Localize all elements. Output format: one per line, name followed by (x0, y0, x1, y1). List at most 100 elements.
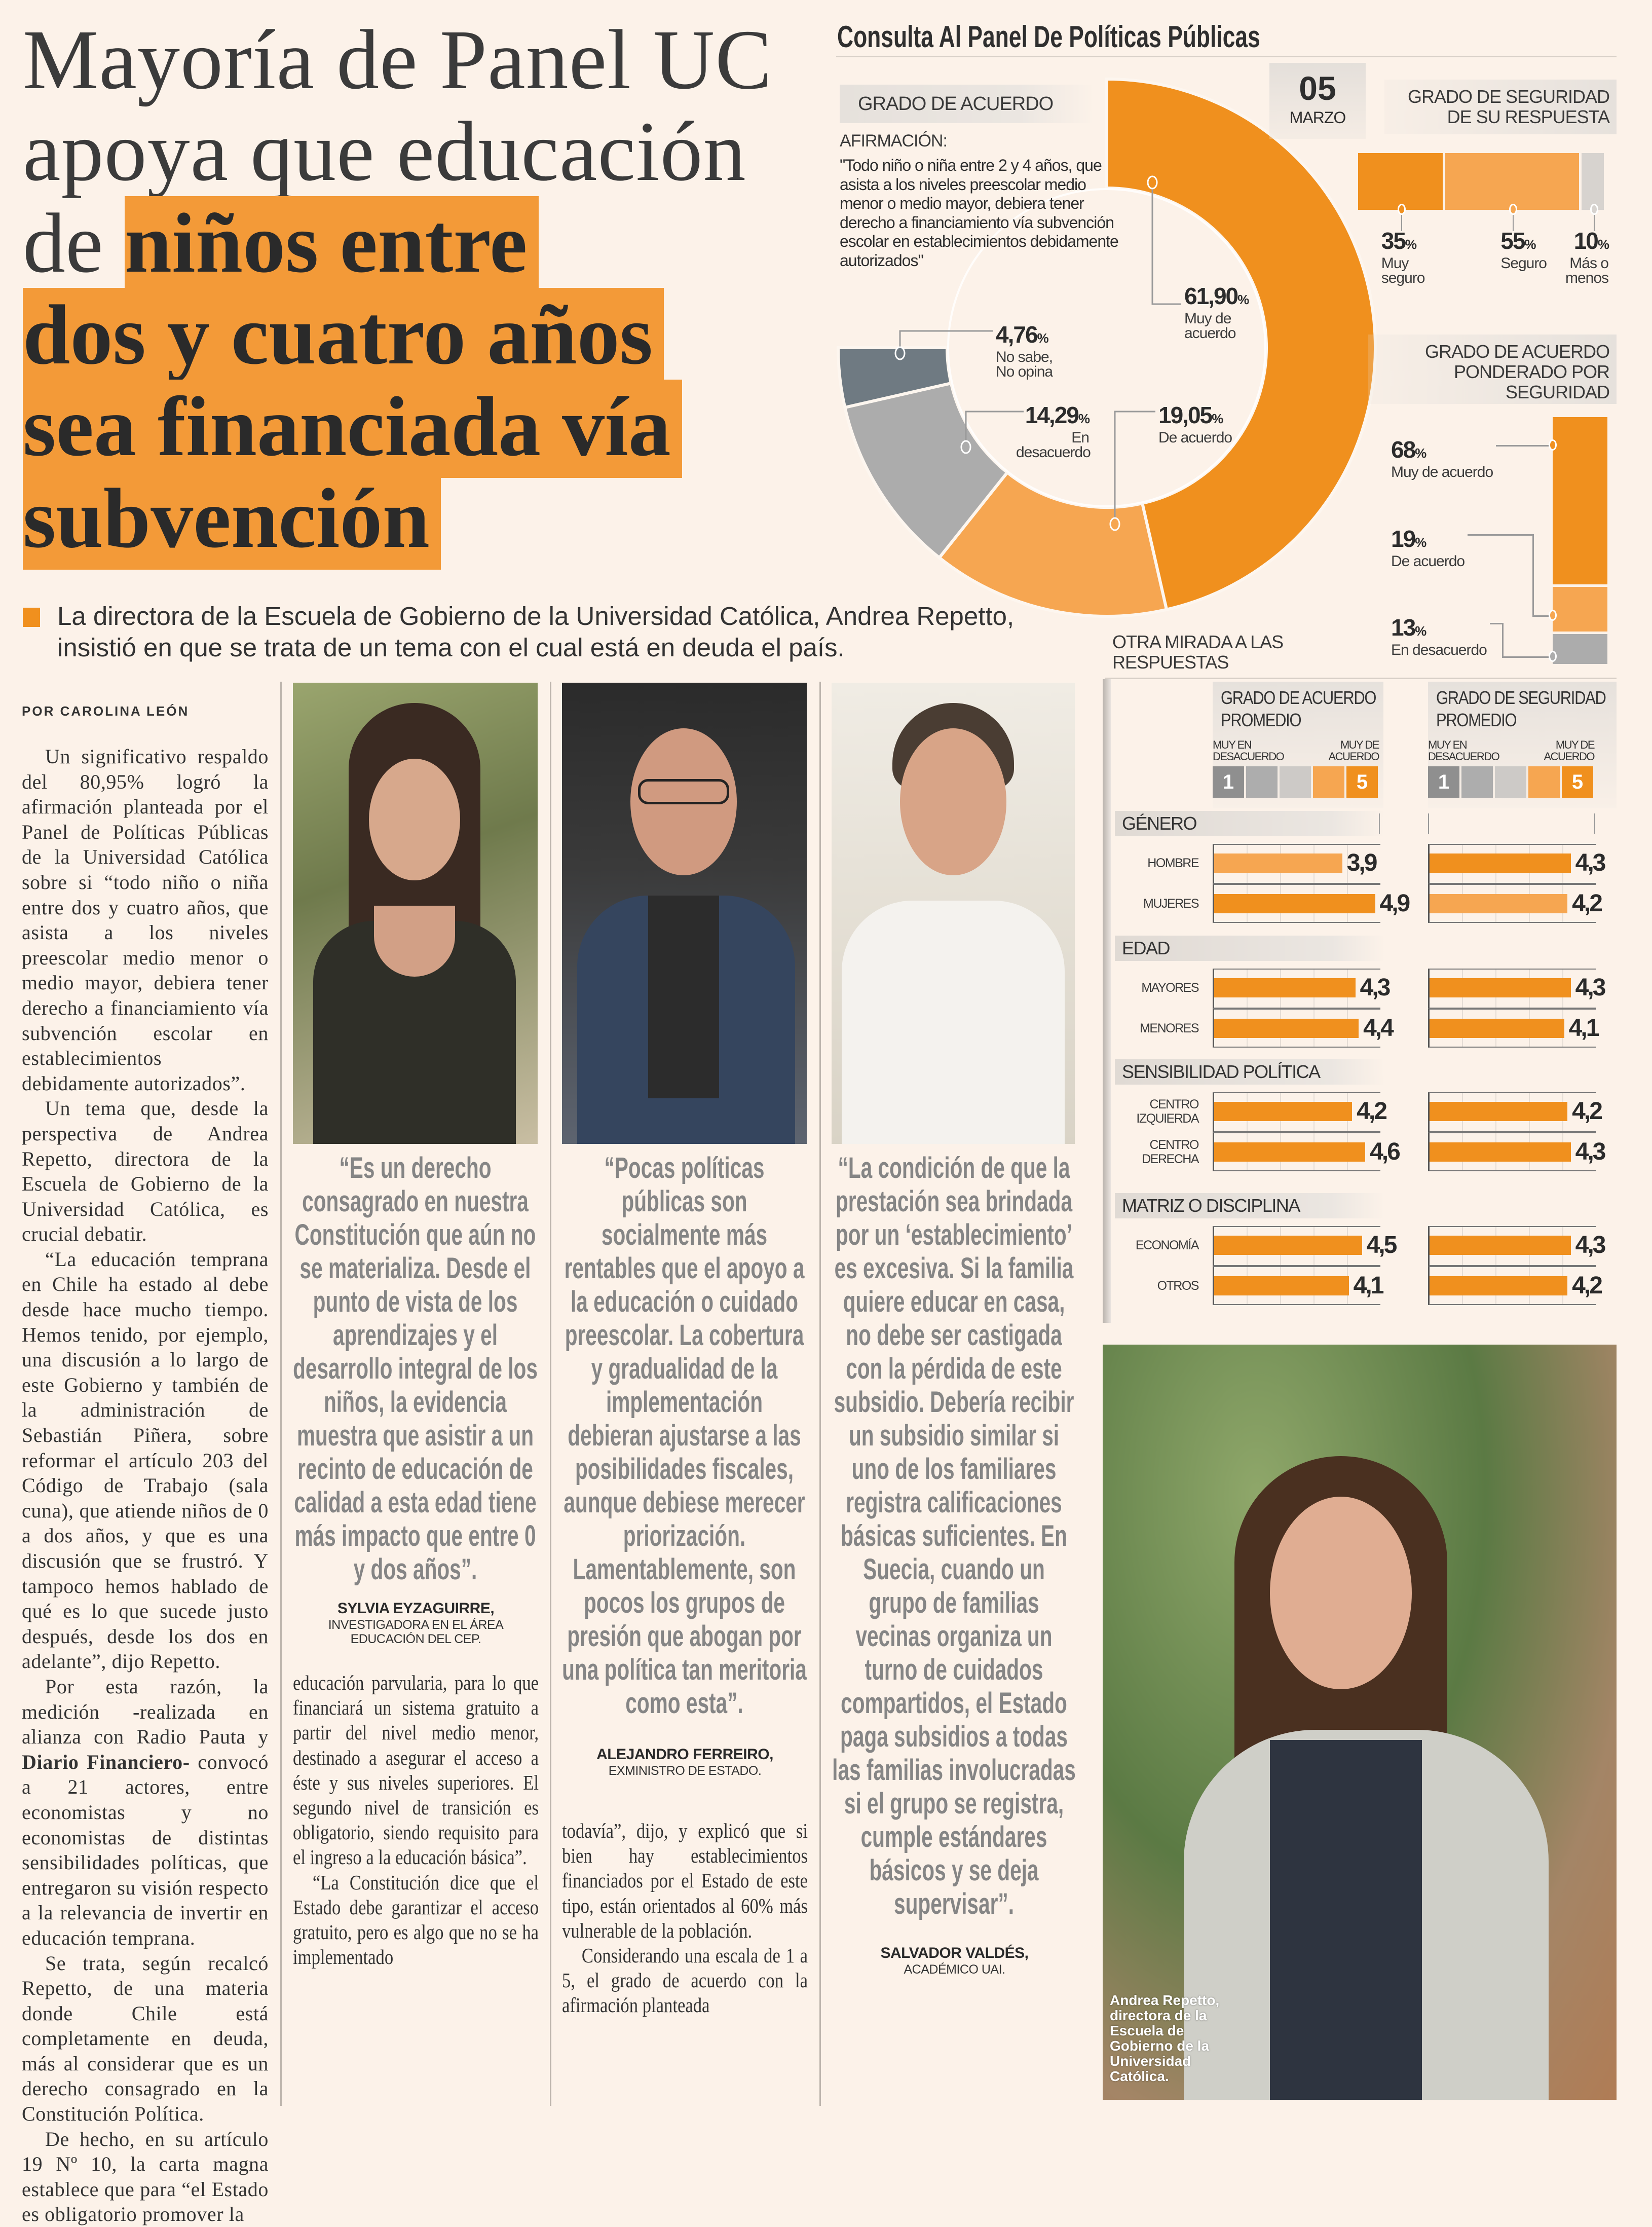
percent-sign: % (1597, 237, 1609, 252)
headline-line-6: subvención (23, 471, 441, 570)
bar-value: 3,9 (1346, 849, 1378, 876)
donut-label: 61,90% Muy de acuerdo (1184, 284, 1260, 341)
scale-step-1: 1 (1428, 766, 1459, 798)
paragraph: Considerando una escala de 1 a 5, el gra… (562, 1944, 808, 2017)
scale-step-4 (1528, 766, 1560, 798)
quote-column-1: “Es un derecho consagrado en nuestra Con… (293, 1152, 539, 1970)
quote-text: “La condición de que la prestación sea b… (832, 1152, 1076, 1920)
weighted-segment-2 (1553, 586, 1607, 632)
percent-sign: % (1524, 237, 1536, 252)
bar-mayores (1430, 978, 1571, 997)
bar-value: 4,5 (1366, 1232, 1398, 1258)
weighted-segment-3 (1553, 634, 1607, 664)
bar-mujeres (1430, 894, 1568, 913)
leader-dot (1549, 610, 1557, 621)
leader-line (1513, 210, 1514, 231)
headline-highlight: niños entre (124, 196, 539, 294)
scale-high-label: MUY DE ACUERDO (1328, 738, 1379, 763)
column-divider (550, 682, 551, 2106)
section-side-bar (1103, 679, 1111, 1323)
bar-value: 4,3 (1575, 1232, 1606, 1258)
panel-title: GRADO DE ACUERDO PROMEDIO (1221, 687, 1377, 731)
leader-line (1114, 411, 1155, 524)
percent-sign: % (1415, 535, 1426, 550)
quote-author-role: INVESTIGADORA EN EL ÁREA EDUCACIÓN DEL C… (328, 1618, 504, 1646)
paragraph: Se trata, según recalcó Repetto, de una … (22, 1951, 269, 2126)
newspaper-name: Diario Financiero (22, 1750, 183, 1773)
paragraph: Por esta razón, la medición -realizada e… (22, 1674, 269, 1951)
leader-line (965, 411, 1024, 447)
scale-high-label: MUY DE ACUERDO (1544, 738, 1595, 763)
percent-sign: % (1405, 237, 1417, 252)
weighted-value: 13% (1391, 616, 1487, 643)
bar-value: 4,2 (1357, 1098, 1387, 1125)
date-box: 05 MARZO (1269, 63, 1366, 139)
bar-centro-izquierda (1430, 1102, 1568, 1121)
certainty-segment-3 (1582, 153, 1604, 210)
leader-dot (1147, 175, 1158, 190)
weighted-label: 19% De acuerdo (1391, 527, 1468, 569)
quote-author-name: SALVADOR VALDÉS, (880, 1945, 1029, 1961)
bar-value: 4,2 (1572, 890, 1603, 917)
bar-otros (1430, 1276, 1568, 1295)
weighted-value: 68% (1391, 438, 1493, 465)
certainty-category: Seguro (1500, 255, 1547, 272)
certainty-value: 10% (1558, 229, 1609, 256)
date-month: MARZO (1289, 108, 1346, 127)
photo-caption: Andrea Repetto, directora de la Escuela … (1110, 1992, 1220, 2084)
headline-line-1: Mayoría de Panel UC (23, 13, 773, 107)
scale-step-3 (1280, 766, 1311, 798)
paragraph: “La Constitución dice que el Estado debe… (293, 1870, 539, 1969)
weighted-label: 13% En desacuerdo (1391, 616, 1490, 658)
bar-menores (1214, 1019, 1359, 1038)
scale-step-2 (1246, 766, 1278, 798)
leader-dot (1109, 517, 1120, 531)
byline: POR CAROLINA LEÓN (22, 703, 190, 719)
weighted-value-number: 13 (1391, 614, 1416, 641)
weighted-title: GRADO DE ACUERDO PONDERADO POR SEGURIDAD (1424, 341, 1610, 402)
leader-dot (1549, 439, 1557, 451)
quote-text: “Pocas políticas públicas son socialment… (562, 1152, 807, 1720)
scale-step-5: 5 (1562, 766, 1593, 798)
donut-value-number: 61,90 (1184, 283, 1238, 309)
leader-dot (1397, 204, 1406, 215)
leader-line (899, 330, 993, 353)
panel-title-line: GRADO DE ACUERDO (1221, 687, 1377, 708)
scale-low-label: MUY EN DESACUERDO (1428, 738, 1500, 763)
row-label: MAYORES (1141, 981, 1199, 995)
quote-text: “Es un derecho consagrado en nuestra Con… (293, 1152, 538, 1586)
leader-line (1593, 210, 1595, 231)
scale-step-3 (1495, 766, 1526, 798)
paragraph: Un tema que, desde la perspectiva de And… (22, 1097, 269, 1246)
square-bullet-icon (23, 608, 40, 627)
bar-value: 4,3 (1575, 1138, 1606, 1165)
agreement-donut-chart (836, 77, 1377, 618)
certainty-value: 35% (1381, 229, 1437, 256)
quote-column-3: “La condición de que la prestación sea b… (832, 1152, 1077, 1977)
arrow-down-icon (1594, 813, 1595, 834)
scale-step-1: 1 (1213, 766, 1244, 798)
category-header: MATRIZ O DISCIPLINA (1115, 1193, 1385, 1218)
leader-dot (960, 440, 971, 454)
weighted-label: 68% Muy de acuerdo (1391, 438, 1496, 480)
weighted-stacked-bar (1396, 417, 1607, 666)
row-label: ECONOMÍA (1135, 1238, 1199, 1252)
paragraph: Un significativo respaldo del 80,95% log… (22, 745, 269, 1095)
donut-label: 4,76% No sabe, No opina (996, 323, 1072, 380)
quote-author-role: EXMINISTRO DE ESTADO. (608, 1764, 762, 1778)
donut-inner-edge (947, 188, 1266, 507)
weighted-value: 19% (1391, 527, 1465, 554)
row-label: CENTRO DERECHA (1142, 1138, 1199, 1166)
paragraph: De hecho, en su artículo 19 Nº 10, la ca… (22, 2127, 269, 2226)
bar-hombre (1430, 853, 1571, 873)
weighted-segment-1 (1553, 417, 1607, 584)
percent-sign: % (1415, 623, 1426, 639)
percent-sign: % (1037, 330, 1049, 346)
certainty-category: Más o menos (1565, 255, 1609, 286)
bar-value: 4,3 (1575, 849, 1606, 876)
percent-sign: % (1078, 411, 1090, 426)
donut-category: De acuerdo (1158, 429, 1232, 446)
bar-value: 4,3 (1360, 974, 1391, 1001)
row-label: HOMBRE (1147, 856, 1199, 870)
other-look-heading: OTRA MIRADA A LAS RESPUESTAS (1112, 632, 1284, 673)
